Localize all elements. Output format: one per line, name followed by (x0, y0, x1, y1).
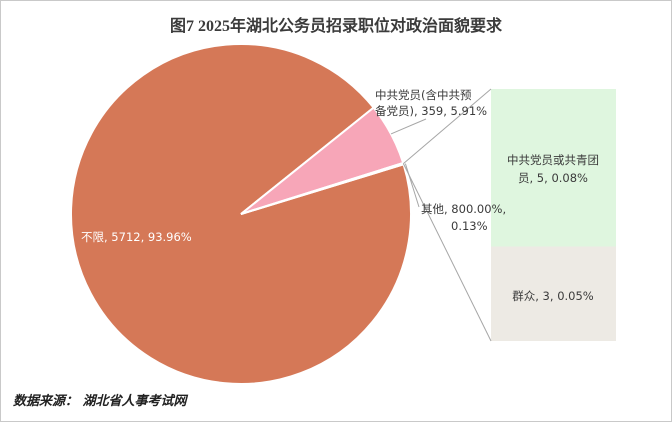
leader-line-other (404, 163, 420, 208)
data-labels: 不限, 5712, 93.96% 中共党员(含中共预 备党员), 359, 5.… (81, 88, 599, 303)
bar-of-pie-stack (491, 89, 616, 341)
data-label-sub-2: 群众, 3, 0.05% (512, 289, 594, 303)
data-label-other-line1: 其他, 800.00%, (421, 202, 506, 216)
leader-lines (390, 88, 492, 342)
data-label-other-line2: 0.13% (451, 219, 488, 233)
leader-line-main-2 (390, 118, 427, 135)
connector-line-top (403, 88, 492, 164)
stack-segment-1 (491, 89, 616, 247)
chart-title: 图7 2025年湖北公务员招录职位对政治面貌要求 (170, 16, 503, 35)
data-label-main-2-line2: 备党员), 359, 5.91% (375, 104, 487, 118)
data-label-main-1: 不限, 5712, 93.96% (81, 230, 192, 244)
data-source: 数据来源： 湖北省人事考试网 (13, 393, 189, 409)
data-label-main-2-line1: 中共党员(含中共预 (375, 88, 472, 102)
data-label-sub-1-line2: 员, 5, 0.08% (518, 171, 588, 185)
connector-line-bottom (402, 163, 492, 342)
pie-slices (70, 42, 412, 385)
data-label-sub-1-line1: 中共党员或共青团 (507, 153, 599, 167)
stack-segment-2 (491, 246, 616, 341)
